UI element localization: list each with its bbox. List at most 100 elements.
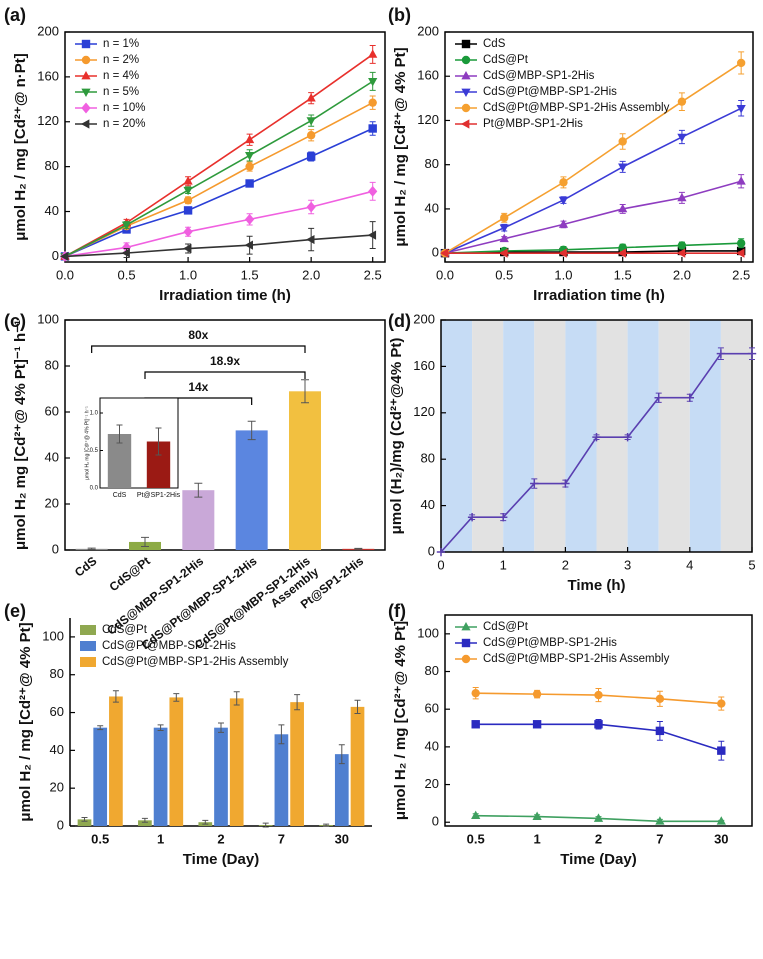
error-bar xyxy=(301,379,309,404)
x-tick-label: 7 xyxy=(278,831,285,846)
marker xyxy=(245,179,254,188)
marker xyxy=(716,816,726,825)
bar xyxy=(138,820,152,826)
x-tick-label: 30 xyxy=(714,831,728,846)
marker xyxy=(736,248,745,258)
bar xyxy=(334,754,349,826)
error-bar xyxy=(173,693,180,702)
marker xyxy=(121,241,132,253)
y-tick-label: 20 xyxy=(45,495,59,510)
y-tick-label: 100 xyxy=(417,625,439,640)
shaded-band xyxy=(441,320,473,552)
legend-marker xyxy=(461,638,471,648)
shaded-band xyxy=(565,320,597,552)
y-tick-label: 80 xyxy=(50,666,64,681)
series-line xyxy=(444,180,742,254)
legend-marker xyxy=(81,88,91,98)
marker xyxy=(499,224,509,233)
bar xyxy=(182,490,215,550)
marker xyxy=(594,720,603,729)
shaded-band xyxy=(658,320,690,552)
bar xyxy=(77,819,92,826)
x-tick-label: 30 xyxy=(335,831,349,846)
bar xyxy=(169,697,184,826)
marker xyxy=(499,233,509,243)
y-axis-title: μmol H₂ / mg [Cd²⁺@ 4% Pt] xyxy=(392,621,409,820)
shaded-band xyxy=(627,320,659,552)
legend-marker xyxy=(461,70,471,80)
legend-marker xyxy=(81,39,91,49)
legend-marker xyxy=(461,654,471,664)
series-line xyxy=(444,250,742,254)
shaded-band xyxy=(689,320,721,552)
legend-label: CdS@Pt@MBP-SP1-2His Assembly xyxy=(483,653,670,665)
marker xyxy=(561,479,570,488)
marker xyxy=(244,134,255,144)
marker xyxy=(530,479,539,488)
legend-marker xyxy=(461,55,471,65)
bar xyxy=(214,727,228,826)
x-tick-label: 3 xyxy=(624,557,631,572)
x-axis-title: Irradiation time (h) xyxy=(159,287,291,304)
x-tick-label: 1 xyxy=(533,831,540,846)
marker xyxy=(183,226,193,238)
marker xyxy=(306,201,316,213)
marker xyxy=(736,104,746,114)
marker xyxy=(532,720,542,729)
marker xyxy=(558,196,569,206)
y-tick-label: 0 xyxy=(52,541,59,556)
series-line xyxy=(64,80,374,258)
x-tick-label: 5 xyxy=(748,557,755,572)
x-tick-label: 2 xyxy=(562,557,569,572)
error-bar xyxy=(323,823,330,827)
error-bar xyxy=(194,482,203,498)
marker xyxy=(367,230,377,240)
marker xyxy=(559,178,568,187)
y-tick-label: 0 xyxy=(428,543,435,558)
y-tick-label: 40 xyxy=(50,742,64,757)
series-line xyxy=(444,242,742,254)
x-tick-label: 2.0 xyxy=(673,267,691,282)
marker xyxy=(716,349,726,358)
legend-marker xyxy=(461,88,471,98)
marker xyxy=(59,251,69,262)
bar xyxy=(350,706,365,826)
inset-y-tick-label: 1.0 xyxy=(90,411,99,417)
marker xyxy=(685,393,694,402)
marker xyxy=(717,746,726,755)
y-tick-label: 0 xyxy=(52,248,59,263)
annotation: 80x xyxy=(188,328,208,342)
marker xyxy=(368,98,377,107)
x-tick-label: 2.5 xyxy=(364,267,382,282)
marker xyxy=(558,248,567,258)
x-axis-title: Time (h) xyxy=(567,577,625,594)
x-tick-label: CdS@Pt xyxy=(107,554,153,594)
error-bar xyxy=(338,744,345,765)
legend-label: CdS@MBP-SP1-2His xyxy=(483,70,595,82)
bar xyxy=(109,696,123,826)
marker xyxy=(368,185,378,197)
series-line xyxy=(64,190,373,258)
marker xyxy=(183,243,192,254)
legend-marker xyxy=(81,55,91,65)
marker xyxy=(183,176,193,185)
marker xyxy=(532,689,542,699)
y-tick-label: 40 xyxy=(45,203,59,218)
y-tick-label: 40 xyxy=(425,200,439,215)
x-tick-label: 1.0 xyxy=(554,267,572,282)
plot-frame xyxy=(64,319,386,551)
y-tick-label: 60 xyxy=(45,403,59,418)
y-axis-title: μmol H₂ mg [Cd²⁺@ 4% Pt]⁻¹ h⁻¹ xyxy=(12,320,29,550)
x-tick-label: 2 xyxy=(595,831,602,846)
x-tick-label: 0.0 xyxy=(436,267,454,282)
error-bar xyxy=(233,691,240,706)
y-tick-label: 200 xyxy=(417,23,439,38)
legend-marker xyxy=(81,102,91,114)
error-bar xyxy=(141,817,148,823)
legend-label: n = 1% xyxy=(103,38,139,50)
marker xyxy=(183,186,193,196)
marker xyxy=(654,393,663,402)
marker xyxy=(677,133,687,143)
series-line xyxy=(64,53,374,258)
bracket xyxy=(144,371,306,379)
